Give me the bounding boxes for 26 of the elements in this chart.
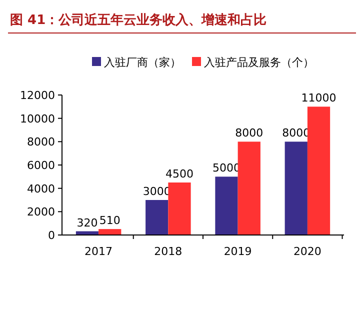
bar xyxy=(284,142,308,235)
bar xyxy=(238,142,260,235)
y-tick-label: 6000 xyxy=(27,159,55,172)
data-label: 4500 xyxy=(166,168,194,180)
y-tick-label: 8000 xyxy=(27,136,55,149)
chart-title: 图 41：公司近五年云业务收入、增速和占比 xyxy=(10,12,267,28)
data-label: 320 xyxy=(76,216,98,230)
x-tick-label: 2017 xyxy=(84,245,113,258)
x-tick-label: 2018 xyxy=(154,245,182,258)
x-tick-label: 2020 xyxy=(293,245,322,258)
y-tick-label: 0 xyxy=(48,229,55,242)
x-tick-label: 2019 xyxy=(224,245,252,258)
bar xyxy=(307,106,330,235)
y-tick-label: 10000 xyxy=(20,112,55,126)
data-label: 8000 xyxy=(235,126,264,140)
data-label: 510 xyxy=(99,214,120,228)
legend-label: 入驻厂商（家） xyxy=(104,56,181,69)
legend-label: 入驻产品及服务（个） xyxy=(204,56,314,69)
bar xyxy=(98,229,122,235)
bar xyxy=(168,182,191,235)
y-tick-label: 2000 xyxy=(27,206,55,219)
data-label: 11000 xyxy=(301,92,336,105)
bar xyxy=(215,176,238,235)
y-tick-label: 4000 xyxy=(27,182,55,196)
bar xyxy=(146,200,168,235)
y-tick-label: 12000 xyxy=(20,89,55,102)
